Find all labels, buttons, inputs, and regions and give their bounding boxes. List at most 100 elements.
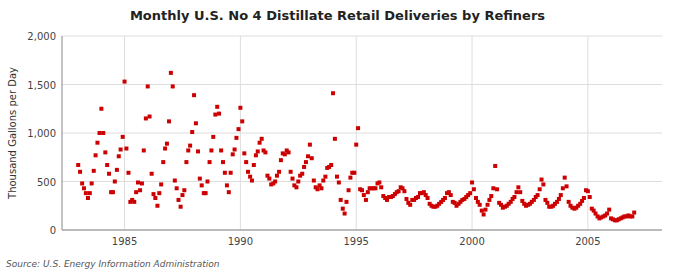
point	[179, 205, 183, 209]
point	[308, 143, 312, 147]
point	[155, 204, 159, 208]
point	[489, 194, 493, 198]
point	[347, 188, 351, 192]
point	[344, 200, 348, 204]
point	[234, 136, 238, 140]
point	[536, 193, 540, 197]
point	[240, 119, 244, 123]
point	[204, 191, 208, 195]
point	[515, 190, 519, 194]
point	[146, 84, 150, 88]
point	[300, 172, 304, 176]
point	[316, 187, 320, 191]
point	[275, 174, 279, 178]
point	[373, 186, 377, 190]
point	[76, 163, 80, 167]
point	[126, 171, 130, 175]
point	[111, 190, 115, 194]
point	[223, 171, 227, 175]
point	[163, 147, 167, 151]
chart-svg: 05001,0001,5002,00019851990199520002005M…	[0, 0, 675, 275]
point	[194, 121, 198, 125]
point	[134, 190, 138, 194]
point	[167, 119, 171, 123]
point	[630, 214, 634, 218]
point	[161, 160, 165, 164]
point	[152, 192, 156, 196]
point	[258, 141, 262, 145]
point	[291, 177, 295, 181]
point	[86, 196, 90, 200]
point	[80, 181, 84, 185]
x-tick-label: 1990	[228, 236, 253, 247]
chart-container: 05001,0001,5002,00019851990199520002005M…	[0, 0, 675, 275]
y-tick-label: 2,000	[27, 31, 56, 42]
point	[107, 172, 111, 176]
point	[246, 170, 250, 174]
annotation: Source: U.S. Energy Information Administ…	[6, 259, 220, 269]
point	[123, 80, 127, 84]
point	[632, 211, 636, 215]
point	[491, 186, 495, 190]
point	[103, 150, 107, 154]
point	[567, 200, 571, 204]
point	[248, 175, 252, 179]
point	[331, 91, 335, 95]
point	[586, 189, 590, 193]
point	[474, 196, 478, 200]
point	[221, 160, 225, 164]
point	[310, 156, 314, 160]
point	[377, 180, 381, 184]
y-tick-label: 500	[37, 177, 56, 188]
point	[254, 153, 258, 157]
point	[132, 200, 136, 204]
point	[480, 209, 484, 213]
point	[588, 195, 592, 199]
point	[512, 195, 516, 199]
point	[188, 144, 192, 148]
point	[82, 186, 86, 190]
point	[402, 189, 406, 193]
point	[215, 105, 219, 109]
point	[538, 187, 542, 191]
point	[339, 198, 343, 202]
point	[260, 137, 264, 141]
y-tick-label: 1,500	[27, 80, 56, 91]
point	[217, 112, 221, 116]
point	[115, 168, 119, 172]
point	[105, 163, 109, 167]
point	[478, 203, 482, 207]
grid-line-x	[356, 36, 357, 230]
point	[354, 143, 358, 147]
point	[229, 171, 233, 175]
point	[190, 130, 194, 134]
point	[565, 184, 569, 188]
point	[294, 185, 298, 189]
point	[219, 148, 223, 152]
point	[98, 131, 102, 135]
point	[90, 181, 94, 185]
point	[408, 203, 412, 207]
point	[279, 158, 283, 162]
point	[159, 182, 163, 186]
point	[250, 179, 254, 183]
point	[180, 193, 184, 197]
grid-line-y	[62, 36, 662, 37]
point	[186, 148, 190, 152]
point	[99, 107, 103, 111]
point	[561, 186, 565, 190]
point	[84, 191, 88, 195]
point	[329, 163, 333, 167]
point	[92, 169, 96, 173]
point	[78, 170, 82, 174]
point	[360, 188, 364, 192]
point	[124, 147, 128, 151]
point	[95, 141, 99, 145]
point	[213, 113, 217, 117]
point	[518, 190, 522, 194]
grid-line-y	[62, 133, 662, 134]
x-tick-label: 1995	[343, 236, 368, 247]
grid-line-x	[240, 36, 241, 230]
point	[225, 183, 229, 187]
point	[487, 198, 491, 202]
